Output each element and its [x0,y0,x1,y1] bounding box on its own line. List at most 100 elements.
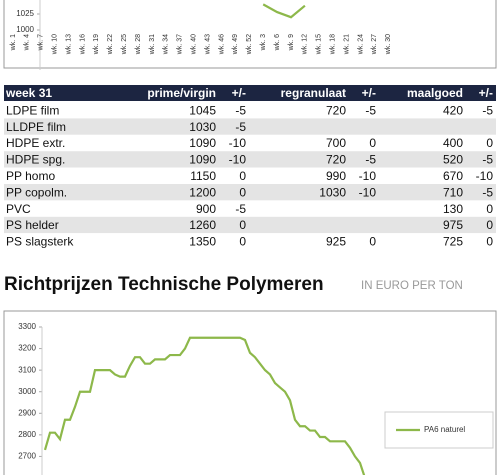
x-tick-label: wk. 13 [65,34,72,55]
x-tick-label: wk. 21 [343,34,350,55]
x-tick-label: wk. 19 [93,34,100,55]
table-cell: LLDPE film [6,120,66,134]
x-tick-label: wk. 4 [24,34,31,51]
table-cell: 0 [486,136,493,150]
x-tick-label: wk. 9 [288,34,295,51]
table-cell: 700 [326,136,346,150]
table-cell: 0 [369,136,376,150]
x-tick-label: wk. 28 [135,34,142,55]
table-cell: HDPE extr. [6,136,65,150]
table-row-bg [4,216,496,234]
table-cell: PVC [6,202,31,216]
top-chart-frame [3,0,497,69]
table-cell: 520 [443,153,463,167]
table-cell: 1150 [190,169,216,183]
y-tick-label: 1025 [16,9,34,18]
table-cell: 1350 [189,235,216,249]
table-cell: 900 [196,202,216,216]
table-cell: -10 [476,169,494,183]
y-tick-label: 3100 [18,365,36,374]
table-cell: HDPE spg. [6,153,65,167]
table-cell: 1260 [189,218,216,232]
table-row-bg [4,151,496,168]
table-cell: 1030 [319,185,346,199]
table-header-cell: +/- [362,86,376,100]
table-cell: 0 [239,169,246,183]
x-tick-label: wk. 15 [316,34,323,55]
table-cell: 725 [443,235,463,249]
table-cell: 720 [326,153,346,167]
table-header-cell: +/- [479,86,493,100]
table-cell: 420 [443,103,463,117]
x-tick-label: wk. 27 [371,34,378,55]
table-row-bg [4,233,496,250]
x-tick-label: wk. 22 [107,34,114,55]
table-cell: -5 [235,202,246,216]
x-tick-label: wk. 31 [149,34,156,55]
x-tick-label: wk. 18 [330,34,337,55]
data-line [43,336,366,475]
table-cell: 0 [239,235,246,249]
table-cell: 0 [486,235,493,249]
table-cell: PP copolm. [6,185,67,199]
table-cell: -10 [229,136,247,150]
x-tick-label: wk. 34 [163,34,170,55]
table-cell: PS helder [6,218,59,232]
x-tick-label: wk. 7 [38,34,45,51]
table-cell: 0 [486,218,493,232]
y-tick-label: 1000 [16,25,34,34]
table-cell: 0 [486,202,493,216]
table-header-bg [4,85,496,101]
table-cell: -10 [359,169,377,183]
table-cell: -5 [235,103,246,117]
table-cell: PP homo [6,169,55,183]
table-cell: -5 [482,153,493,167]
table-cell: -5 [482,185,493,199]
x-tick-label: wk. 24 [357,34,364,55]
table-cell: 1030 [189,120,216,134]
y-tick-label: 3200 [18,344,36,353]
table-cell: 670 [443,169,463,183]
table-header-cell: maalgoed [407,86,463,100]
x-tick-label: wk. 10 [52,34,59,55]
x-tick-label: wk. 12 [302,34,309,55]
table-header-cell: +/- [232,86,246,100]
table-cell: 990 [326,169,346,183]
table-row-bg [4,118,496,135]
data-line [263,4,388,17]
y-tick-label: 3300 [18,322,36,331]
table-header-cell: prime/virgin [147,86,216,100]
y-tick-label: 2700 [18,452,36,461]
x-tick-label: wk. 43 [204,34,211,55]
table-cell: 975 [443,218,463,232]
table-cell: 710 [443,185,463,199]
legend-label: PA6 naturel [424,425,465,434]
table-cell: -10 [229,153,247,167]
x-tick-label: wk. 6 [274,34,281,51]
table-cell: 1045 [189,103,216,117]
x-tick-label: wk. 52 [246,34,253,55]
table-row-bg [4,134,496,152]
table-cell: LDPE film [6,103,59,117]
table-cell: 0 [239,218,246,232]
y-tick-label: 3000 [18,387,36,396]
x-tick-label: wk. 40 [191,34,198,55]
table-cell: 720 [326,103,346,117]
table-cell: 1200 [189,185,216,199]
x-tick-label: wk. 16 [79,34,86,55]
table-cell: 400 [443,136,463,150]
table-row-bg [4,167,496,184]
x-tick-label: wk. 1 [10,34,17,51]
x-tick-label: wk. 37 [177,34,184,55]
table-cell: 925 [326,235,346,249]
table-row-bg [4,200,496,217]
table-cell: 1090 [189,136,216,150]
table-cell: 0 [369,235,376,249]
table-cell: 130 [443,202,463,216]
x-tick-label: wk. 30 [385,34,392,55]
section-subtitle: IN EURO PER TON [361,280,463,292]
table-cell: PS slagsterk [6,235,74,249]
table-cell: -5 [365,103,376,117]
